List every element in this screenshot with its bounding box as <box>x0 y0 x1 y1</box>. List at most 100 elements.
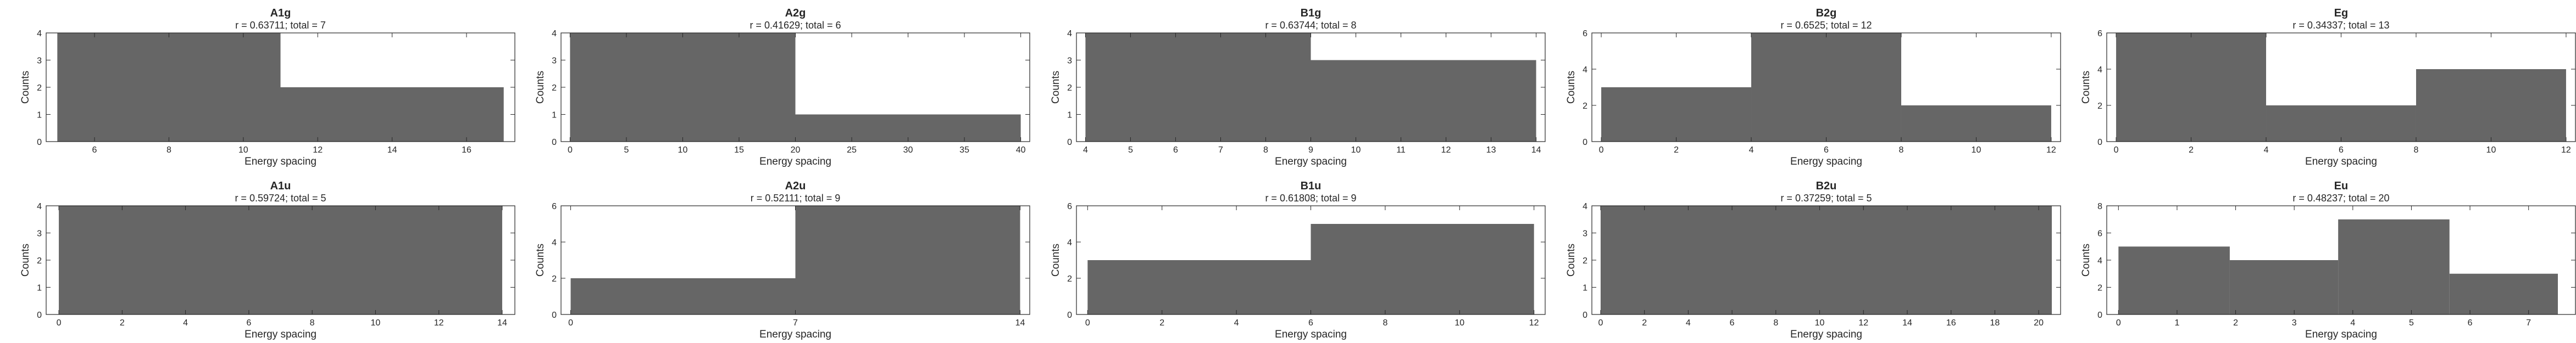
x-tick-label: 5 <box>2409 318 2414 328</box>
panel-title: A1u <box>270 180 291 192</box>
y-tick-label: 4 <box>1583 65 1587 75</box>
x-tick-label: 12 <box>434 318 444 328</box>
x-tick-label: 7 <box>1218 145 1223 155</box>
x-tick-label: 4 <box>2350 318 2355 328</box>
y-tick-label: 2 <box>1067 274 1072 284</box>
x-tick-label: 14 <box>1902 318 1912 328</box>
panel-subtitle: r = 0.34337; total = 13 <box>2292 20 2389 31</box>
y-tick-label: 2 <box>1583 102 1587 111</box>
x-tick-label: 2 <box>1159 318 1164 328</box>
x-tick-label: 9 <box>1308 145 1313 155</box>
panel-title: A2g <box>785 7 806 19</box>
x-tick-label: 8 <box>1383 318 1387 328</box>
x-axis-label: Energy spacing <box>1790 329 1862 340</box>
y-tick-label: 1 <box>1067 111 1072 120</box>
x-tick-label: 15 <box>734 145 744 155</box>
x-tick-label: 18 <box>1990 318 2000 328</box>
histogram-bar <box>795 114 1021 142</box>
histogram-bar <box>2338 219 2450 314</box>
x-tick-label: 10 <box>1351 145 1361 155</box>
x-tick-label: 0 <box>2114 145 2119 155</box>
x-tick-label: 5 <box>624 145 629 155</box>
panel-subtitle: r = 0.59724; total = 5 <box>235 193 326 204</box>
histogram-bar <box>57 33 281 142</box>
y-tick-label: 4 <box>1067 238 1072 248</box>
histogram-bar <box>2116 33 2267 142</box>
y-tick-label: 3 <box>1583 229 1587 239</box>
y-tick-label: 0 <box>552 138 557 147</box>
x-tick-label: 12 <box>1529 318 1539 328</box>
x-tick-label: 10 <box>371 318 381 328</box>
x-tick-label: 0 <box>1085 318 1090 328</box>
y-tick-label: 0 <box>552 311 557 320</box>
y-tick-label: 4 <box>37 202 42 211</box>
y-tick-label: 4 <box>2097 65 2102 75</box>
x-axis-label: Energy spacing <box>1275 156 1347 167</box>
x-tick-label: 12 <box>2046 145 2056 155</box>
y-axis-label: Counts <box>535 71 546 104</box>
panel-title: B1g <box>1301 7 1322 19</box>
x-tick-label: 8 <box>166 145 171 155</box>
x-tick-label: 0 <box>57 318 62 328</box>
x-axis-label: Energy spacing <box>2305 329 2377 340</box>
y-tick-label: 0 <box>1583 311 1587 320</box>
histogram-bar <box>1601 87 1752 142</box>
x-axis-label: Energy spacing <box>2305 156 2377 167</box>
x-tick-label: 35 <box>959 145 969 155</box>
y-tick-label: 1 <box>552 111 557 120</box>
x-axis-label: Energy spacing <box>1790 156 1862 167</box>
y-tick-label: 2 <box>552 83 557 93</box>
histogram-bar <box>1901 105 2051 142</box>
y-tick-label: 0 <box>37 311 42 320</box>
x-axis-label: Energy spacing <box>245 329 317 340</box>
y-tick-label: 6 <box>1067 202 1072 211</box>
x-axis-label: Energy spacing <box>759 329 831 340</box>
histogram-bar <box>1311 60 1536 142</box>
panel-subtitle: r = 0.6525; total = 12 <box>1780 20 1872 31</box>
y-tick-label: 3 <box>37 57 42 66</box>
histogram-bar <box>2229 260 2339 314</box>
y-tick-label: 2 <box>1583 256 1587 266</box>
x-tick-label: 8 <box>310 318 315 328</box>
x-tick-label: 11 <box>1396 145 1406 155</box>
y-tick-label: 1 <box>37 111 42 120</box>
y-tick-label: 2 <box>1067 83 1072 93</box>
histogram-bar <box>1085 33 1311 142</box>
x-tick-label: 10 <box>238 145 248 155</box>
x-tick-label: 2 <box>2233 318 2238 328</box>
histogram-bar <box>1751 33 1901 142</box>
x-tick-label: 4 <box>1234 318 1239 328</box>
y-tick-label: 4 <box>552 29 557 38</box>
y-axis-label: Counts <box>20 244 31 277</box>
x-tick-label: 4 <box>2264 145 2269 155</box>
x-tick-label: 10 <box>1454 318 1464 328</box>
x-tick-label: 2 <box>120 318 125 328</box>
panel-subtitle: r = 0.52111; total = 9 <box>751 193 840 204</box>
x-tick-label: 4 <box>1083 145 1088 155</box>
y-tick-label: 3 <box>1067 57 1072 66</box>
x-tick-label: 2 <box>2189 145 2194 155</box>
x-tick-label: 1 <box>2174 318 2179 328</box>
y-tick-label: 0 <box>1067 138 1072 147</box>
x-tick-label: 6 <box>1308 318 1313 328</box>
histogram-bar <box>1600 206 2052 314</box>
x-tick-label: 14 <box>1531 145 1541 155</box>
x-tick-label: 4 <box>1749 145 1754 155</box>
y-tick-label: 2 <box>552 274 557 284</box>
histogram-bar <box>2416 69 2566 142</box>
y-tick-label: 1 <box>1583 284 1587 293</box>
y-tick-label: 4 <box>37 29 42 38</box>
panel-title: B2g <box>1816 7 1837 19</box>
x-tick-label: 12 <box>313 145 323 155</box>
y-tick-label: 6 <box>2097 229 2102 239</box>
y-axis-label: Counts <box>2080 244 2092 277</box>
histogram-bar <box>1087 260 1311 314</box>
y-axis-label: Counts <box>1050 71 1062 104</box>
histogram-bar <box>1311 224 1534 314</box>
y-tick-label: 6 <box>2097 29 2102 38</box>
